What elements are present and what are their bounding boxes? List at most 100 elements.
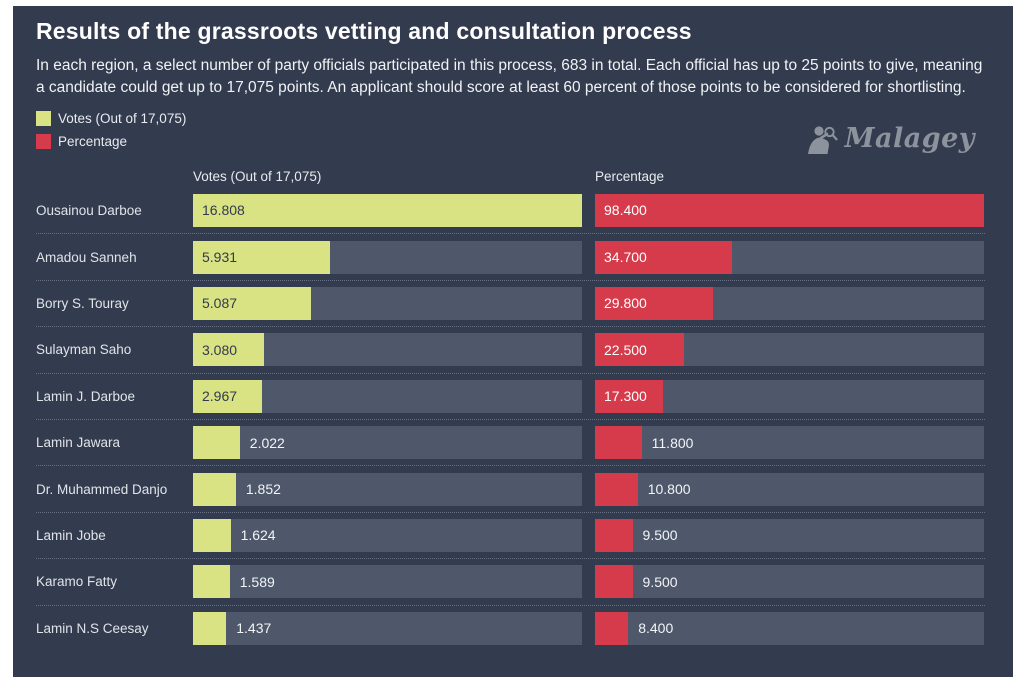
percentage-bar (595, 286, 713, 320)
percentage-bar (595, 472, 638, 506)
votes-value-label: 5.931 (202, 249, 238, 266)
votes-bar (193, 333, 265, 367)
percentage-value-label: 17.300 (604, 388, 647, 405)
candidate-name: Borry S. Touray (36, 295, 129, 311)
legend-item-votes: Votes (Out of 17,075) (36, 111, 186, 126)
candidate-name: Sulayman Saho (36, 342, 132, 358)
votes-bar-track: 1.589 (193, 565, 582, 599)
percentage-bar (595, 333, 684, 367)
percentage-bar-track: 11.800 (595, 426, 984, 460)
percentage-value-label: 34.700 (604, 249, 647, 266)
votes-bar-track: 5.931 (193, 240, 582, 274)
votes-bar (193, 472, 236, 506)
candidate-name: Lamin Jawara (36, 435, 121, 451)
candidate-name: Lamin J. Darboe (36, 388, 136, 404)
chart-row: Ousainou Darboe 16.808 98.400 (36, 187, 985, 233)
chart-row: Dr. Muhammed Danjo 1.852 10.800 (36, 465, 985, 511)
column-header-votes: Votes (Out of 17,075) (193, 169, 322, 184)
percentage-bar (595, 518, 633, 552)
legend-label-percentage: Percentage (58, 134, 128, 149)
chart-rows: Ousainou Darboe 16.808 98.400 Amadou San… (36, 187, 985, 651)
votes-bar-track: 2.022 (193, 426, 582, 460)
column-headers: Votes (Out of 17,075) Percentage (36, 165, 985, 186)
percentage-legend-swatch-icon (36, 134, 51, 149)
percentage-bar-track: 9.500 (595, 565, 984, 599)
chart-subtitle: In each region, a select number of party… (36, 57, 983, 96)
chart-row: Karamo Fatty 1.589 9.500 (36, 558, 985, 604)
votes-legend-swatch-icon (36, 111, 51, 126)
percentage-value-label: 10.800 (647, 481, 691, 498)
detective-magnifier-icon (807, 125, 838, 154)
votes-bar (193, 426, 240, 460)
votes-bar (193, 565, 230, 599)
bar-chart: Votes (Out of 17,075) Percentage Ousaino… (36, 165, 985, 651)
candidate-name: Dr. Muhammed Danjo (36, 481, 168, 497)
votes-bar-track: 16.808 (193, 193, 582, 227)
candidate-name: Amadou Sanneh (36, 249, 137, 265)
percentage-bar (595, 379, 664, 413)
votes-bar (193, 611, 227, 645)
percentage-bar-track: 29.800 (595, 286, 984, 320)
votes-value-label: 1.852 (245, 481, 281, 498)
votes-bar (193, 240, 331, 274)
percentage-value-label: 98.400 (604, 202, 647, 219)
percentage-bar (595, 240, 733, 274)
percentage-bar-track: 34.700 (595, 240, 984, 274)
votes-bar (193, 379, 262, 413)
chart-title: Results of the grassroots vetting and co… (36, 18, 692, 44)
votes-bar-track: 3.080 (193, 333, 582, 367)
candidate-name: Lamin Jobe (36, 527, 106, 543)
logo-text: Malagey (844, 123, 975, 154)
candidate-name: Karamo Fatty (36, 574, 118, 590)
percentage-value-label: 22.500 (604, 341, 647, 358)
chart-row: Sulayman Saho 3.080 22.500 (36, 326, 985, 372)
votes-bar-track: 1.624 (193, 518, 582, 552)
votes-bar-track: 1.852 (193, 472, 582, 506)
malagey-logo[interactable]: Malagey (807, 123, 975, 154)
percentage-value-label: 8.400 (638, 620, 674, 637)
votes-value-label: 2.967 (202, 388, 238, 405)
percentage-bar-track: 17.300 (595, 379, 984, 413)
legend-item-percentage: Percentage (36, 134, 186, 149)
votes-value-label: 1.437 (236, 620, 272, 637)
candidate-name: Ousainou Darboe (36, 202, 142, 218)
votes-value-label: 1.589 (239, 573, 275, 590)
votes-value-label: 1.624 (240, 527, 276, 544)
chart-row: Amadou Sanneh 5.931 34.700 (36, 233, 985, 279)
votes-bar-track: 1.437 (193, 611, 582, 645)
votes-bar (193, 518, 231, 552)
chart-row: Lamin J. Darboe 2.967 17.300 (36, 372, 985, 419)
percentage-bar-track: 22.500 (595, 333, 984, 367)
percentage-value-label: 9.500 (642, 527, 678, 544)
chart-row: Lamin N.S Ceesay 1.437 8.400 (36, 604, 985, 651)
percentage-bar-track: 8.400 (595, 611, 984, 645)
percentage-bar-track: 98.400 (595, 193, 984, 227)
votes-value-label: 3.080 (202, 341, 238, 358)
percentage-value-label: 9.500 (642, 573, 678, 590)
chart-row: Lamin Jobe 1.624 9.500 (36, 511, 985, 558)
votes-bar (193, 193, 582, 227)
legend-and-logo-row: Votes (Out of 17,075) Percentage Malagey (36, 111, 985, 163)
percentage-bar (595, 193, 984, 227)
votes-bar (193, 286, 311, 320)
chart-row: Lamin Jawara 2.022 11.800 (36, 418, 985, 465)
percentage-value-label: 11.800 (651, 434, 694, 451)
votes-value-label: 16.808 (202, 202, 245, 219)
percentage-bar (595, 426, 642, 460)
candidate-name: Lamin N.S Ceesay (36, 620, 149, 636)
percentage-bar-track: 10.800 (595, 472, 984, 506)
percentage-bar (595, 611, 629, 645)
votes-bar-track: 2.967 (193, 379, 582, 413)
chart-row: Borry S. Touray 5.087 29.800 (36, 279, 985, 326)
chart-panel: Results of the grassroots vetting and co… (13, 6, 1013, 677)
column-header-percentage: Percentage (595, 169, 665, 184)
votes-value-label: 2.022 (249, 434, 285, 451)
votes-bar-track: 5.087 (193, 286, 582, 320)
legend-label-votes: Votes (Out of 17,075) (58, 111, 187, 126)
percentage-bar (595, 565, 633, 599)
percentage-bar-track: 9.500 (595, 518, 984, 552)
legend: Votes (Out of 17,075) Percentage (36, 111, 186, 149)
percentage-value-label: 29.800 (604, 295, 647, 312)
votes-value-label: 5.087 (202, 295, 238, 312)
